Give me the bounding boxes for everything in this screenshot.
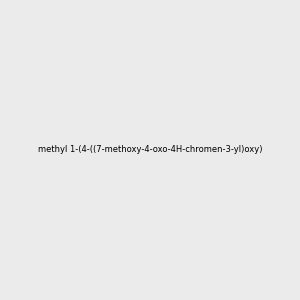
Text: methyl 1-(4-((7-methoxy-4-oxo-4H-chromen-3-yl)oxy): methyl 1-(4-((7-methoxy-4-oxo-4H-chromen… <box>38 146 262 154</box>
